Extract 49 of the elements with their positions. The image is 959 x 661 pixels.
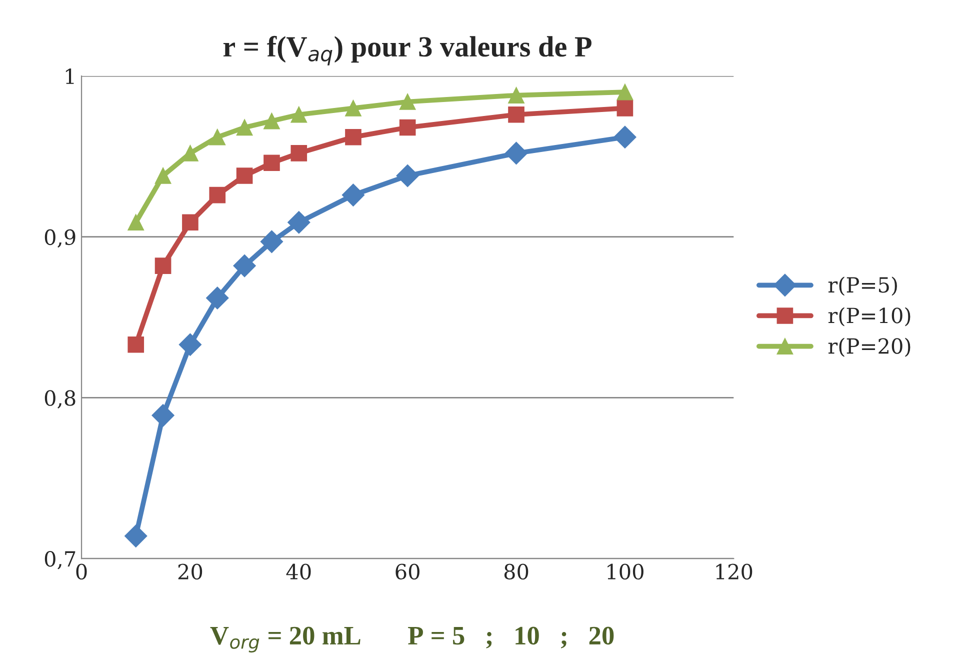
chart-title: r = f(V$_{aq}$) pour 3 valeurs de P xyxy=(223,36,592,66)
point xyxy=(288,211,310,234)
x-tick-label: 20 xyxy=(178,564,202,580)
point xyxy=(236,168,253,184)
point xyxy=(345,100,362,116)
point xyxy=(290,106,308,123)
legend-label: r(P=10) xyxy=(828,307,910,326)
point xyxy=(178,333,202,356)
point xyxy=(233,254,256,278)
y-tick-label: 1 xyxy=(66,68,74,84)
point xyxy=(264,112,280,130)
point xyxy=(504,142,528,165)
point xyxy=(209,128,226,146)
point xyxy=(399,94,416,110)
point xyxy=(182,214,198,231)
point xyxy=(345,128,362,146)
y-tick-label: 0,8 xyxy=(44,390,76,408)
point xyxy=(508,87,524,104)
point xyxy=(264,154,280,172)
point xyxy=(614,126,636,148)
point xyxy=(128,214,144,231)
point xyxy=(236,119,253,136)
point xyxy=(209,186,226,204)
text: V$_{org}$ = 20 mL P = 5 ; 10 ; 20 xyxy=(210,626,614,653)
point xyxy=(290,145,308,162)
point xyxy=(508,106,524,123)
legend-label: r(P=20) xyxy=(828,338,910,357)
point xyxy=(616,100,634,116)
point xyxy=(399,119,416,136)
legend-label: r(P=5) xyxy=(828,276,897,296)
point xyxy=(206,286,229,310)
point xyxy=(154,168,172,184)
x-tick-label: 120 xyxy=(716,564,752,580)
point xyxy=(616,84,634,100)
point xyxy=(182,145,198,162)
point xyxy=(154,258,172,274)
x-tick-label: 0 xyxy=(76,564,87,580)
point xyxy=(124,524,148,548)
x-tick-label: 60 xyxy=(396,564,420,580)
y-tick-label: 0,9 xyxy=(44,229,76,248)
x-tick-label: 80 xyxy=(504,564,528,580)
point xyxy=(396,164,419,188)
x-tick-label: 100 xyxy=(608,564,644,580)
point xyxy=(152,404,174,427)
y-tick-label: 0,7 xyxy=(44,551,76,570)
x-tick-label: 40 xyxy=(286,564,311,580)
point xyxy=(260,230,284,254)
point xyxy=(342,184,365,206)
point xyxy=(128,336,144,353)
